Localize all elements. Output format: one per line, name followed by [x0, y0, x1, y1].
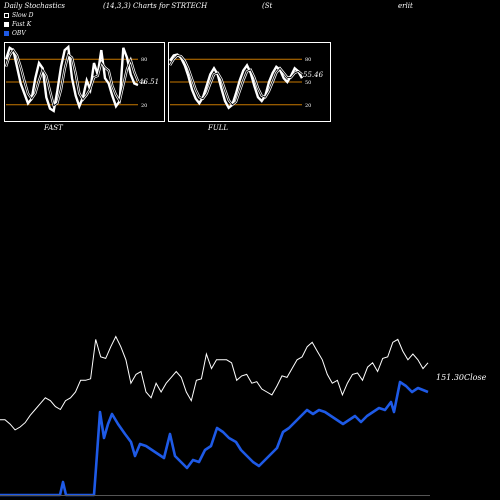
full-level-label-50: 50: [305, 80, 311, 86]
full-slow-d-line: [169, 54, 303, 106]
legend-swatch-obv: [4, 31, 9, 36]
fast-panel-frame: [4, 42, 165, 122]
close-price-value: 151.30: [436, 373, 464, 382]
legend-label-slow-d: Slow D: [12, 12, 34, 19]
chart-title: Daily Stochastics: [4, 2, 66, 10]
legend-item-obv: OBV: [4, 30, 26, 37]
fast-level-label-20: 20: [141, 103, 147, 109]
full-level-label-20: 20: [305, 103, 311, 109]
company-name-part1: (St: [262, 2, 273, 10]
fast-slow-d-line: [5, 49, 139, 107]
legend-swatch-fast-k: [4, 22, 9, 27]
fast-level-label-50: 50: [141, 80, 147, 86]
obv-line: [0, 380, 429, 497]
close-price-suffix: Close: [464, 373, 487, 382]
fast-last-value: 46.51: [138, 78, 159, 86]
full-level-label-80: 80: [305, 57, 311, 63]
full-last-value: 55.46: [303, 71, 324, 79]
legend-swatch-slow-d: [4, 13, 9, 18]
price-line: [0, 335, 429, 431]
legend-label-fast-k: Fast K: [12, 21, 32, 28]
company-name-part2: erlit: [398, 2, 413, 10]
legend-label-obv: OBV: [12, 30, 26, 37]
full-panel-label: FULL: [208, 124, 229, 132]
fast-level-label-80: 80: [141, 57, 147, 63]
chart-subtitle: (14,3,3) Charts for STRTECH: [103, 2, 208, 10]
close-price-label: 151.30Close: [436, 373, 487, 382]
fast-panel-label: FAST: [44, 124, 63, 132]
fast-fast-k-line: [4, 44, 139, 113]
full-panel-frame: [168, 42, 331, 122]
legend-item-fast-k: Fast K: [4, 21, 31, 28]
legend-item-slow-d: Slow D: [4, 12, 34, 19]
